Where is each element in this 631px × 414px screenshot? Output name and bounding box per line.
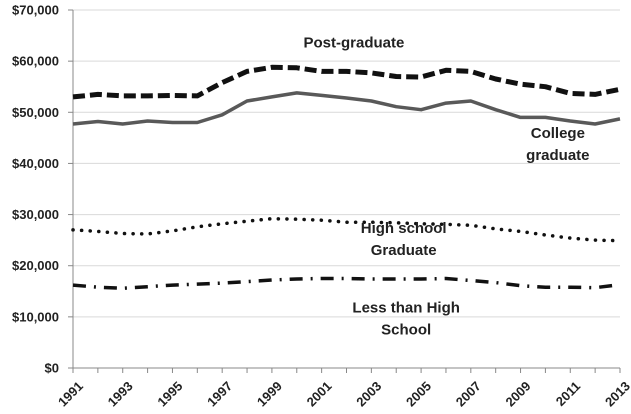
series-labels: Post-graduate College graduate High school G…: [304, 34, 590, 338]
x-tick-label: 2009: [503, 378, 534, 409]
series-label-1: College graduate: [526, 125, 589, 164]
x-tick-label: 2003: [353, 378, 384, 409]
y-tick-label: $60,000: [12, 54, 59, 69]
x-axis-ticks: 1991 1993 1995 1997 1999 2001 2003 2005 2007 2009…: [55, 368, 631, 409]
series-lines: [71, 64, 622, 290]
x-tick-label: 1991: [55, 378, 86, 409]
x-tick-label: 2011: [553, 378, 584, 409]
series-label-line: School: [381, 321, 431, 338]
y-tick-label: $0: [45, 361, 59, 376]
x-tick-label: 1997: [204, 378, 235, 409]
series-label-line: College: [531, 125, 585, 142]
y-axis-ticks: $0 $10,000 $20,000 $30,000 $40,000 $50,000 $60…: [12, 3, 73, 376]
y-tick-label: $30,000: [12, 207, 59, 222]
axes: [72, 10, 620, 369]
y-tick-label: $50,000: [12, 105, 59, 120]
x-tick-label: 1995: [154, 378, 185, 409]
x-tick-label: 2001: [304, 378, 335, 409]
series-label-line: Less than High: [352, 299, 460, 316]
series-line-2: [71, 216, 622, 243]
series-label-2: High school Graduate: [361, 220, 447, 259]
series-label-0: Post-graduate: [304, 34, 405, 51]
series-label-3: Less than High School: [352, 299, 460, 338]
y-tick-label: $20,000: [12, 258, 59, 273]
gridlines: [73, 9, 620, 318]
series-label-line: Post-graduate: [304, 34, 405, 51]
series-label-line: Graduate: [371, 242, 437, 259]
series-label-line: High school: [361, 220, 447, 237]
series-line-3: [72, 276, 621, 290]
x-tick-label: 1993: [105, 378, 136, 409]
y-tick-label: $40,000: [12, 156, 59, 171]
x-tick-label: 2005: [403, 378, 434, 409]
series-line-0: [72, 64, 621, 100]
series-label-line: graduate: [526, 147, 589, 164]
x-tick-label: 1999: [254, 378, 285, 409]
series-line-1: [72, 91, 621, 126]
x-tick-label: 2007: [453, 378, 484, 409]
y-tick-label: $70,000: [12, 3, 59, 18]
y-tick-label: $10,000: [12, 309, 59, 324]
x-tick-label: 2013: [602, 378, 631, 409]
